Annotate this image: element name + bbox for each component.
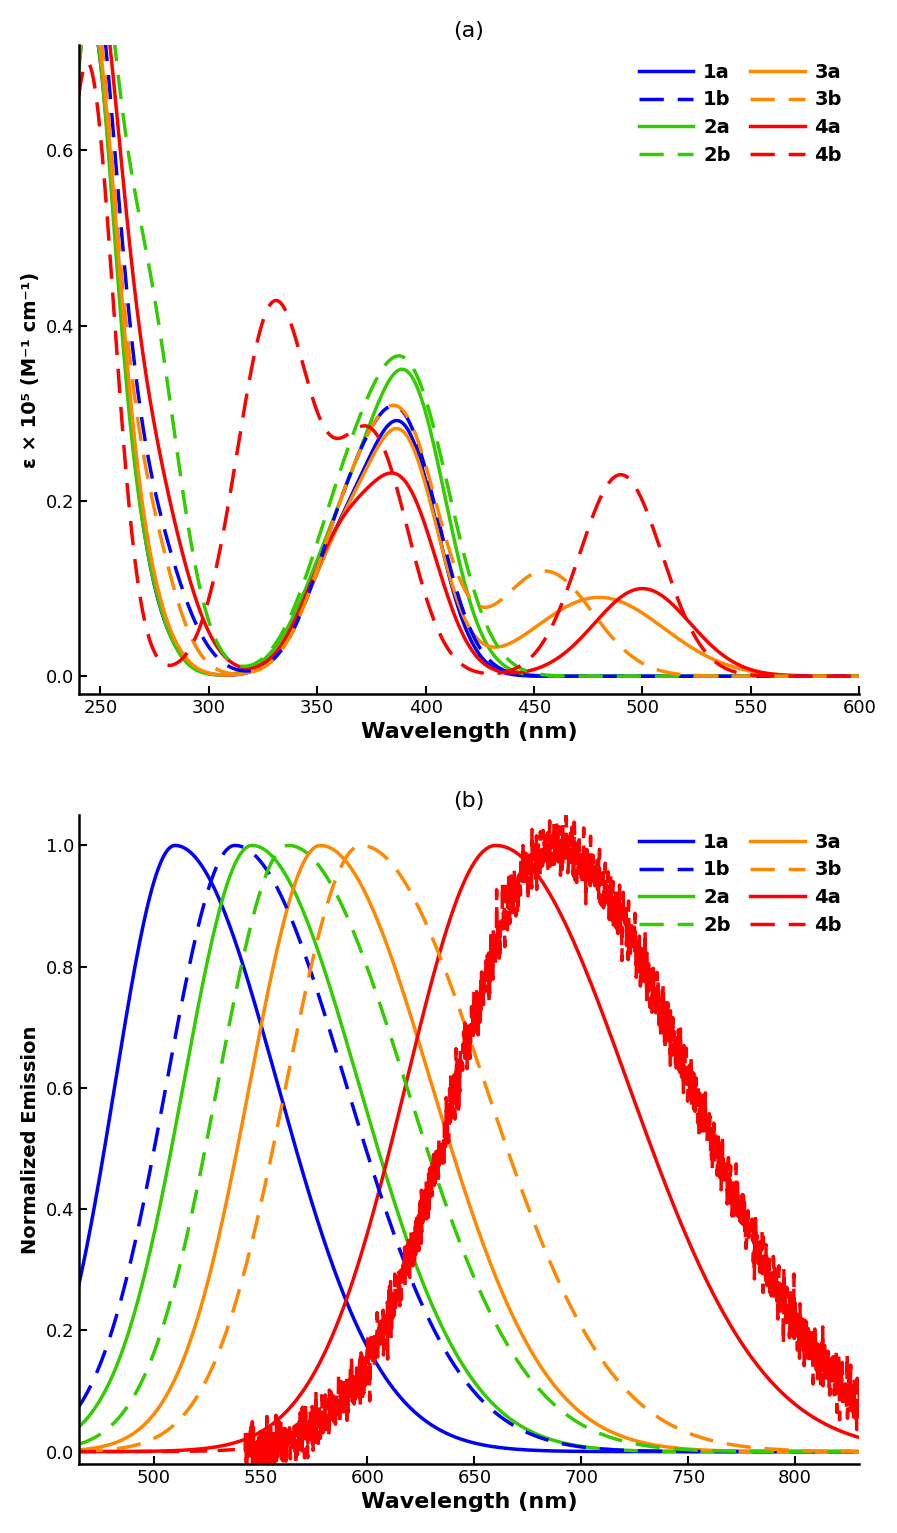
Title: (a): (a) <box>454 21 484 41</box>
Legend: 1a, 1b, 2a, 2b, 3a, 3b, 4a, 4b: 1a, 1b, 2a, 2b, 3a, 3b, 4a, 4b <box>631 55 849 173</box>
Title: (b): (b) <box>453 791 484 811</box>
X-axis label: Wavelength (nm): Wavelength (nm) <box>361 1492 578 1512</box>
Y-axis label: ε × 10⁵ (M⁻¹ cm⁻¹): ε × 10⁵ (M⁻¹ cm⁻¹) <box>21 271 39 468</box>
X-axis label: Wavelength (nm): Wavelength (nm) <box>361 722 578 742</box>
Y-axis label: Normalized Emission: Normalized Emission <box>21 1026 39 1254</box>
Legend: 1a, 1b, 2a, 2b, 3a, 3b, 4a, 4b: 1a, 1b, 2a, 2b, 3a, 3b, 4a, 4b <box>631 825 849 943</box>
